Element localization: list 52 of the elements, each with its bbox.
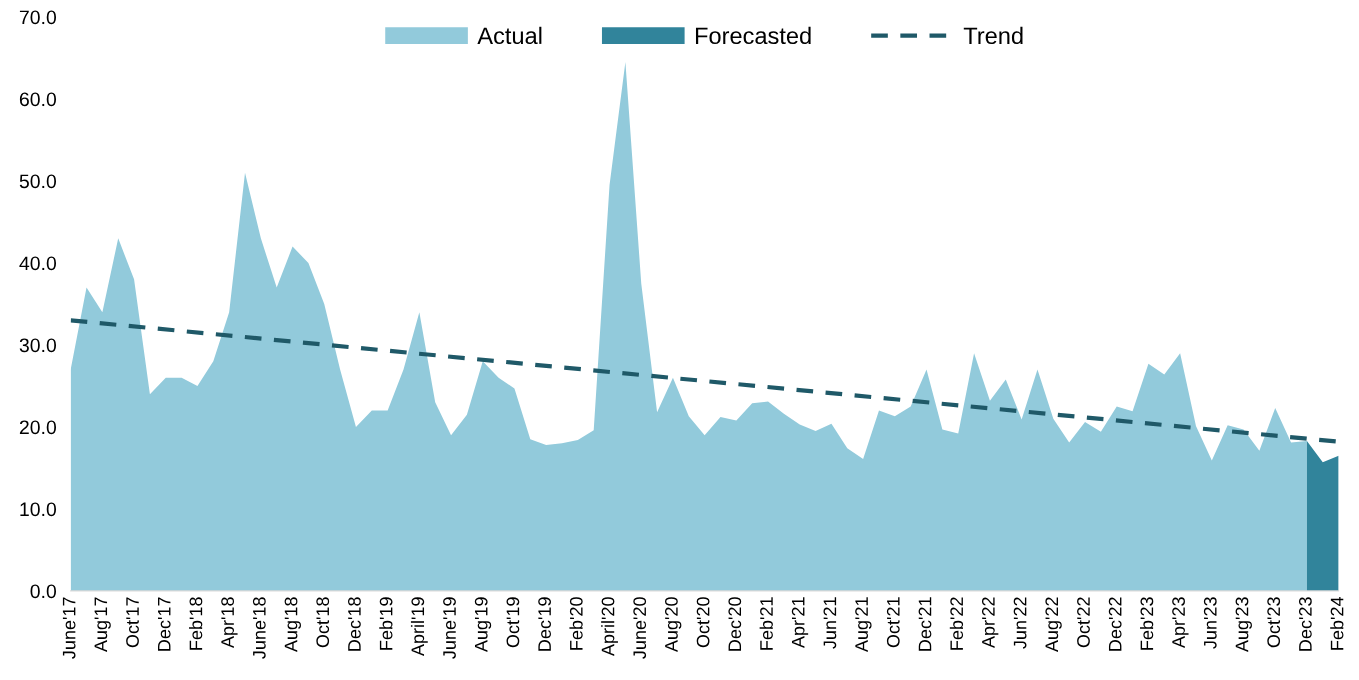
x-tick-label: Apr'22 bbox=[981, 597, 999, 649]
y-tick-label: 30.0 bbox=[19, 338, 57, 353]
x-tick-label: Apr'23 bbox=[1172, 597, 1189, 649]
x-tick-label: Dec'19 bbox=[538, 597, 551, 651]
x-tick-label: June'17 bbox=[62, 597, 76, 659]
x-tick-label: Oct'23 bbox=[1267, 597, 1281, 648]
x-tick-label: Oct'22 bbox=[1077, 597, 1090, 648]
y-tick-label: 50.0 bbox=[19, 174, 57, 189]
x-tick-label: Feb'23 bbox=[1140, 597, 1154, 650]
y-tick-label: 60.0 bbox=[19, 92, 57, 107]
x-tick-label: Oct'18 bbox=[316, 597, 330, 648]
x-tick-label: June'18 bbox=[252, 597, 266, 659]
x-tick-label: Feb'20 bbox=[569, 597, 583, 650]
x-tick-label: Feb'18 bbox=[189, 597, 203, 650]
x-tick-label: Apr'18 bbox=[221, 597, 238, 649]
x-tick-label: June'19 bbox=[443, 597, 456, 659]
x-tick-label: April'20 bbox=[601, 597, 618, 657]
x-tick-label: Oct'20 bbox=[696, 597, 710, 648]
x-tick-label: Oct'21 bbox=[886, 597, 900, 648]
x-tick-label: Aug'17 bbox=[94, 597, 111, 653]
x-tick-label: Aug'20 bbox=[665, 597, 682, 653]
x-tick-label: Apr'21 bbox=[791, 597, 809, 649]
legend-label: Actual bbox=[477, 26, 542, 45]
x-tick-label: April'19 bbox=[410, 597, 428, 657]
x-tick-label: Jun'23 bbox=[1203, 597, 1217, 649]
x-tick-label: Aug'19 bbox=[474, 597, 492, 653]
x-tick-label: Oct'19 bbox=[506, 597, 520, 648]
x-tick-label: Dec'23 bbox=[1298, 597, 1312, 651]
x-tick-label: Dec'17 bbox=[158, 597, 171, 651]
y-tick-label: 10.0 bbox=[20, 502, 57, 517]
x-tick-label: Oct'17 bbox=[126, 597, 139, 648]
x-tick-label: Feb'22 bbox=[949, 597, 964, 650]
x-tick-label: Feb'19 bbox=[379, 597, 393, 650]
x-tick-label: Dec'18 bbox=[348, 597, 361, 651]
legend-label: Trend bbox=[963, 26, 1023, 45]
x-tick-label: Dec'20 bbox=[728, 597, 742, 651]
y-tick-label: 70.0 bbox=[19, 10, 57, 25]
x-tick-label: June'20 bbox=[633, 597, 647, 659]
x-tick-label: Jun'22 bbox=[1013, 597, 1027, 649]
y-tick-label: 0.0 bbox=[30, 584, 57, 599]
x-tick-label: Jun'21 bbox=[823, 597, 837, 649]
x-tick-label: Aug'22 bbox=[1045, 597, 1062, 653]
legend-label: Forecasted bbox=[695, 26, 811, 45]
x-tick-label: Feb'24 bbox=[1330, 597, 1344, 650]
y-tick-label: 40.0 bbox=[19, 256, 57, 271]
x-tick-label: Aug'21 bbox=[855, 597, 872, 653]
x-tick-label: Aug'18 bbox=[284, 597, 301, 653]
x-tick-label: Dec'22 bbox=[1108, 597, 1122, 651]
x-tick-label: Aug'23 bbox=[1235, 597, 1252, 653]
x-tick-label: Dec'21 bbox=[918, 597, 932, 651]
y-tick-label: 20.0 bbox=[19, 420, 57, 435]
x-tick-label: Feb'21 bbox=[759, 597, 773, 650]
